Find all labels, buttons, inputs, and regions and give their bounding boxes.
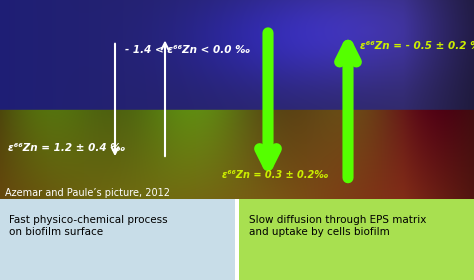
Text: Slow diffusion through EPS matrix
and uptake by cells biofilm: Slow diffusion through EPS matrix and up… — [249, 215, 426, 237]
Text: ε⁶⁶Zn = 1.2 ± 0.4 ‰: ε⁶⁶Zn = 1.2 ± 0.4 ‰ — [8, 143, 126, 153]
Text: Azemar and Paule’s picture, 2012: Azemar and Paule’s picture, 2012 — [5, 188, 170, 198]
Bar — [0, 199, 235, 280]
Text: - 1.4 < ε⁶⁶Zn < 0.0 ‰: - 1.4 < ε⁶⁶Zn < 0.0 ‰ — [125, 45, 250, 55]
Text: ε⁶⁶Zn = 0.3 ± 0.2‰: ε⁶⁶Zn = 0.3 ± 0.2‰ — [222, 170, 328, 180]
Text: Fast physico-chemical process
on biofilm surface: Fast physico-chemical process on biofilm… — [9, 215, 168, 237]
Bar — [239, 199, 474, 280]
Text: ε⁶⁶Zn = - 0.5 ± 0.2 ‰: ε⁶⁶Zn = - 0.5 ± 0.2 ‰ — [360, 41, 474, 51]
